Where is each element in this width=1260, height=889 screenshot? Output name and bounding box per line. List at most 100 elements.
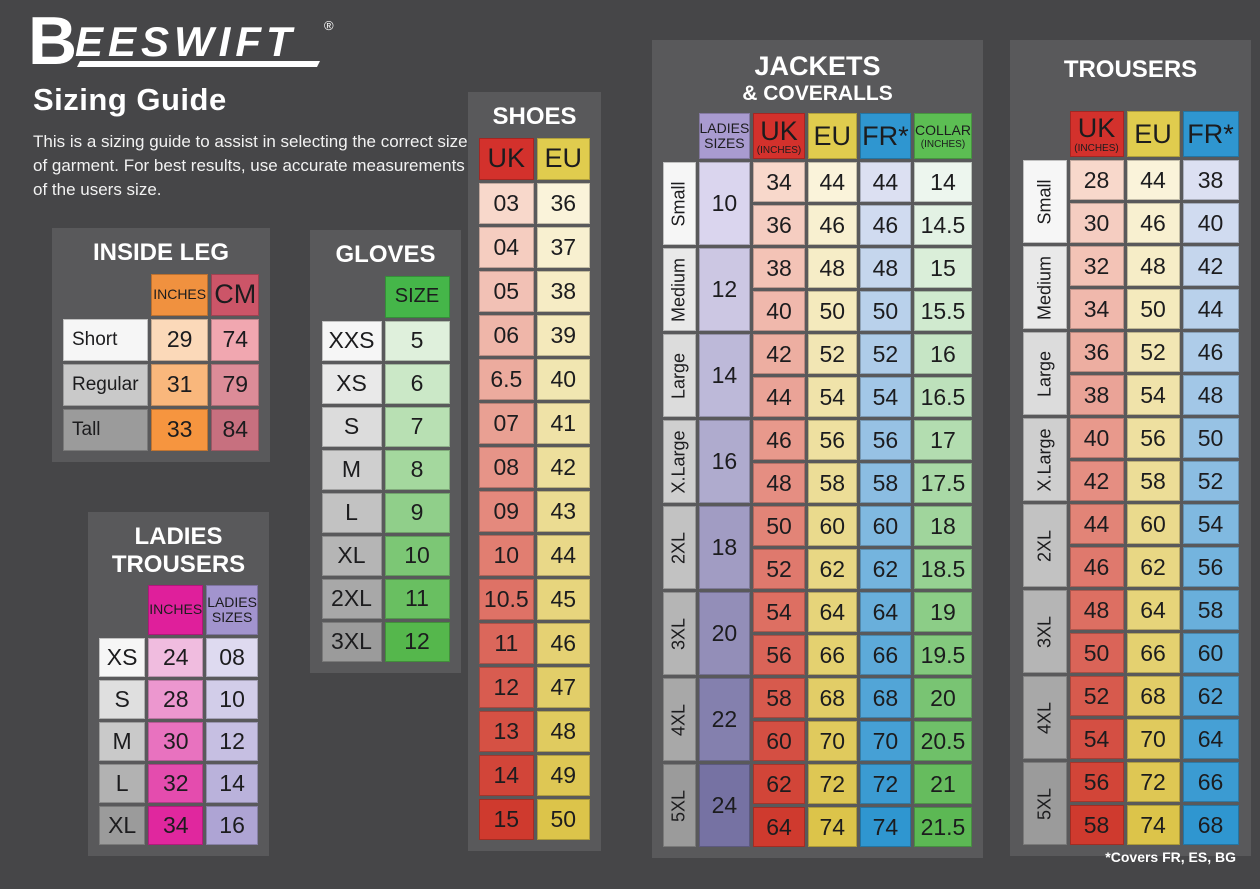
- gloves-row-label: XXS: [321, 320, 382, 361]
- inside_leg-table: INCHES CM Short 29 74 Regular 31 79 Tall 33 84: [60, 271, 262, 454]
- jackets-ladies-size-cell: 24: [698, 764, 751, 848]
- jackets-cell: 68: [807, 678, 857, 719]
- trousers-table: UK (INCHES) EU FR* Small 28 44 38 30 46 40 Medium 32…: [1020, 108, 1242, 848]
- shoes-cell: 44: [536, 534, 590, 576]
- table-row: XL 34 16: [99, 806, 258, 846]
- trousers-panel: TROUSERS UK (INCHES) EU FR* Small 28 44 38 30 46 40…: [1010, 40, 1251, 856]
- column-header-label: UK: [1077, 113, 1116, 144]
- table-row: 64 74 74 21.5: [663, 807, 972, 848]
- jackets-size-label: Small: [663, 162, 696, 246]
- table-row: 40 50 50 15.5: [663, 291, 972, 332]
- header-row: INCHES LADIES SIZES: [99, 585, 258, 636]
- jackets-title: JACKETS & COVERALLS: [660, 48, 975, 106]
- header-spacer: [99, 585, 145, 635]
- trousers-cell: 58: [1126, 461, 1180, 501]
- jackets-cell: 19.5: [913, 635, 972, 676]
- table-row: 07 41: [479, 402, 590, 444]
- table-row: 14 49: [479, 754, 590, 796]
- jackets-size-label: 2XL: [663, 506, 696, 590]
- jackets-column-header-eu: EU: [807, 113, 857, 160]
- shoes-table: UK EU 03 36 04 37 05 38 06 39 6.5 40 07 41 08 42 09 43 10 4…: [476, 135, 593, 843]
- header-row: LADIES SIZES UK (INCHES) EU FR* COLLAR (INCHES…: [663, 113, 972, 160]
- trousers-cell: 68: [1182, 805, 1239, 845]
- column-header-sublabel: (INCHES): [756, 144, 802, 156]
- jackets-cell: 20.5: [913, 721, 972, 762]
- column-header-label: SIZE: [394, 285, 440, 308]
- shoes-cell: 08: [479, 446, 534, 488]
- gloves-cell: 7: [384, 406, 450, 447]
- table-row: 06 39: [479, 314, 590, 356]
- size-label-text: 3XL: [1034, 615, 1054, 648]
- trousers-size-label: 4XL: [1022, 676, 1067, 759]
- trousers-cell: 50: [1126, 289, 1180, 329]
- table-row: 12 47: [479, 666, 590, 708]
- jackets-cell: 18: [913, 506, 972, 547]
- shoes-cell: 47: [536, 666, 590, 708]
- size-label-text: Small: [668, 181, 689, 227]
- jackets-cell: 52: [807, 334, 857, 375]
- trousers-cell: 48: [1182, 375, 1239, 415]
- jackets-cell: 38: [753, 248, 805, 289]
- trousers-cell: 68: [1126, 676, 1180, 716]
- jackets-column-header-collar: COLLAR (INCHES): [913, 113, 972, 160]
- jackets-cell: 58: [859, 463, 911, 504]
- jackets-cell: 50: [753, 506, 805, 547]
- gloves-cell: 8: [384, 449, 450, 490]
- jackets-column-header-ladies-sizes: LADIES SIZES: [698, 113, 751, 160]
- logo-registered-mark: ®: [324, 18, 334, 33]
- trousers-cell: 48: [1126, 246, 1180, 286]
- shoes-cell: 36: [536, 182, 590, 224]
- shoes-cell: 15: [479, 798, 534, 840]
- jackets-cell: 48: [807, 248, 857, 289]
- table-row: 10.5 45: [479, 578, 590, 620]
- page-title: Sizing Guide: [33, 82, 227, 117]
- jackets-cell: 50: [807, 291, 857, 332]
- shoes-cell: 42: [536, 446, 590, 488]
- table-row: 50 66 60: [1023, 633, 1239, 673]
- trousers-cell: 62: [1182, 676, 1239, 716]
- table-row: 08 42: [479, 446, 590, 488]
- trousers-cell: 58: [1069, 805, 1124, 845]
- column-header-sublabel: (INCHES): [920, 138, 966, 150]
- jackets-cell: 46: [859, 205, 911, 246]
- table-row: 44 54 54 16.5: [663, 377, 972, 418]
- table-row: 58 74 68: [1023, 805, 1239, 845]
- ladies_trousers-panel: LADIES TROUSERS INCHES LADIES SIZES XS 24 08 S 2…: [88, 512, 269, 857]
- column-header-label: UK: [760, 115, 798, 146]
- table-row: 42 58 52: [1023, 461, 1239, 501]
- jackets-cell: 36: [753, 205, 805, 246]
- jackets-cell: 44: [859, 162, 911, 203]
- shoes-title-line: SHOES: [492, 103, 577, 130]
- jackets-cell: 18.5: [913, 549, 972, 590]
- jackets-cell: 70: [859, 721, 911, 762]
- table-row: 36 46 46 14.5: [663, 205, 972, 246]
- gloves-cell: 10: [384, 535, 450, 576]
- logo-b-glyph: B: [28, 12, 77, 72]
- column-header-label: INCHES: [149, 601, 203, 618]
- table-row: 09 43: [479, 490, 590, 532]
- jackets-cell: 70: [807, 721, 857, 762]
- inside_leg-cell: 33: [150, 408, 209, 451]
- jackets-cell: 74: [807, 807, 857, 848]
- jackets-cell: 64: [807, 592, 857, 633]
- column-header-sublabel: (INCHES): [1074, 142, 1119, 154]
- jackets-cell: 54: [753, 592, 805, 633]
- shoes-cell: 48: [536, 710, 590, 752]
- table-row: M 30 12: [99, 722, 258, 762]
- table-row: 34 50 44: [1023, 289, 1239, 329]
- jackets-cell: 48: [859, 248, 911, 289]
- jackets-cell: 56: [753, 635, 805, 676]
- ladies_trousers-row-label: M: [99, 722, 146, 762]
- trousers-cell: 34: [1069, 289, 1124, 329]
- jackets-ladies-size-cell: 22: [698, 678, 751, 762]
- ladies_trousers-cell: 34: [148, 806, 204, 846]
- shoes-cell: 10: [479, 534, 534, 576]
- jackets-cell: 34: [753, 162, 805, 203]
- jackets-cell: 62: [859, 549, 911, 590]
- ladies_trousers-cell: 12: [206, 722, 258, 762]
- trousers-cell: 56: [1182, 547, 1239, 587]
- column-header-label: EU: [813, 121, 852, 152]
- jackets-cell: 60: [859, 506, 911, 547]
- table-row: 38 54 48: [1023, 375, 1239, 415]
